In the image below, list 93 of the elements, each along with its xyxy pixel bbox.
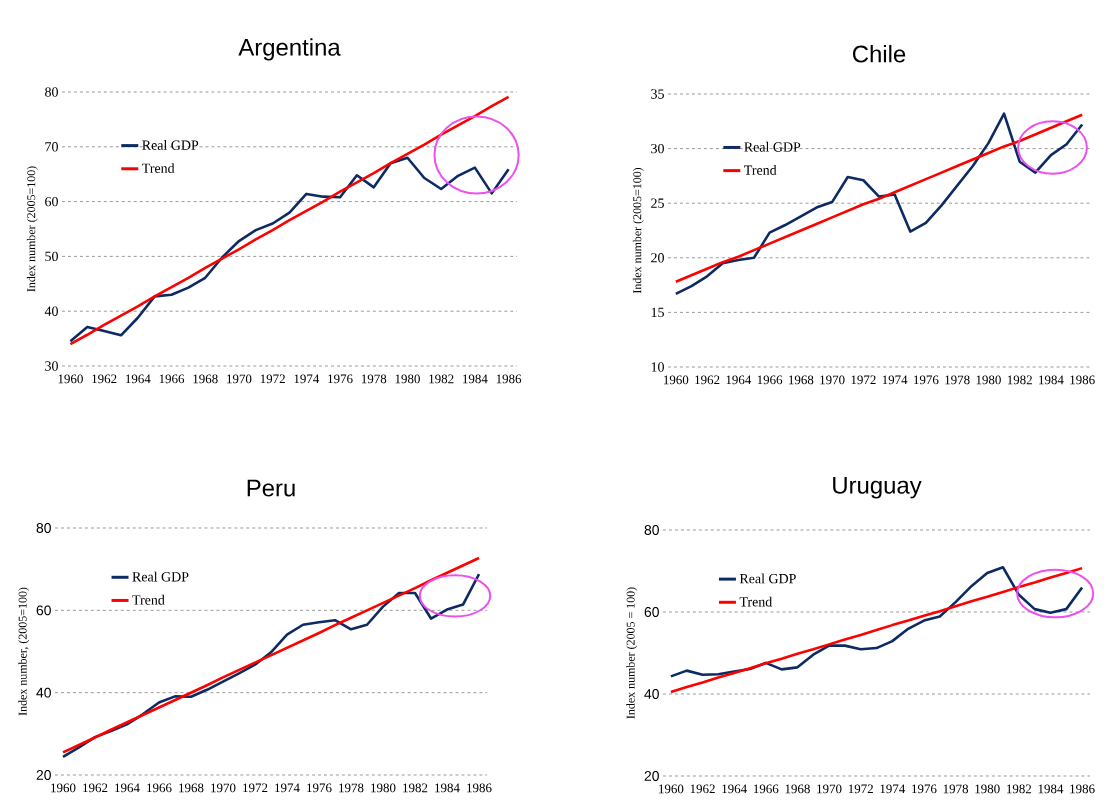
x-tick-label: 1978 xyxy=(945,375,970,385)
x-tick-label: 1964 xyxy=(126,374,151,384)
x-tick-label: 1978 xyxy=(943,784,969,794)
legend-label: Trend xyxy=(744,165,777,175)
x-tick-label: 1978 xyxy=(339,783,364,793)
chart-title: Argentina xyxy=(238,38,341,61)
x-tick-label: 1984 xyxy=(435,783,460,793)
y-tick-label: 80 xyxy=(36,523,51,533)
x-tick-label: 1982 xyxy=(429,374,454,384)
y-tick-label: 70 xyxy=(45,142,58,152)
x-tick-label: 1970 xyxy=(817,784,842,794)
y-tick-label: 60 xyxy=(45,196,58,207)
y-tick-label: 30 xyxy=(651,143,664,154)
x-tick-label: 1986 xyxy=(1070,375,1095,385)
x-tick-label: 1978 xyxy=(361,374,387,384)
legend-label: Trend xyxy=(739,596,773,607)
x-tick-label: 1962 xyxy=(690,784,715,794)
x-tick-label: 1984 xyxy=(1038,784,1064,794)
x-tick-label: 1972 xyxy=(848,784,873,794)
y-tick-label: 60 xyxy=(36,605,51,616)
y-tick-label: 30 xyxy=(45,361,58,371)
y-tick-label: 40 xyxy=(36,687,51,698)
x-tick-label: 1970 xyxy=(227,374,252,384)
x-tick-label: 1974 xyxy=(294,374,320,384)
chart-title: Peru xyxy=(247,479,295,497)
x-tick-label: 1966 xyxy=(159,374,185,384)
x-tick-label: 1966 xyxy=(147,783,172,793)
x-tick-label: 1962 xyxy=(695,375,720,385)
x-tick-label: 1976 xyxy=(328,374,353,384)
x-tick-label: 1980 xyxy=(371,783,396,793)
y-tick-label: 80 xyxy=(45,87,58,97)
x-tick-label: 1972 xyxy=(260,374,285,384)
x-tick-label: 1966 xyxy=(753,784,779,794)
x-tick-label: 1962 xyxy=(92,374,117,384)
x-tick-label: 1974 xyxy=(275,783,300,793)
line-series xyxy=(69,156,510,343)
x-tick-label: 1986 xyxy=(467,783,492,793)
y-tick-label: 35 xyxy=(651,89,664,99)
y-tick-label: 15 xyxy=(651,307,664,318)
x-tick-label: 1984 xyxy=(1039,375,1064,385)
legend-label: Real GDP xyxy=(739,573,796,584)
x-tick-label: 1968 xyxy=(789,375,814,385)
x-tick-label: 1960 xyxy=(659,784,684,794)
x-tick-label: 1960 xyxy=(51,783,76,793)
y-axis-title: Index number (2005 = 100) xyxy=(626,587,638,719)
y-tick-label: 80 xyxy=(644,525,659,535)
x-tick-label: 1982 xyxy=(403,783,428,793)
y-tick-label: 60 xyxy=(644,607,659,617)
x-tick-label: 1976 xyxy=(307,783,332,793)
x-tick-label: 1960 xyxy=(58,374,83,384)
x-tick-label: 1980 xyxy=(395,374,420,384)
x-tick-label: 1974 xyxy=(882,375,908,385)
y-tick-label: 20 xyxy=(36,770,51,780)
y-tick-label: 20 xyxy=(651,253,664,263)
x-tick-label: 1980 xyxy=(975,784,1000,794)
y-tick-label: 40 xyxy=(44,306,58,316)
x-tick-label: 1986 xyxy=(1070,784,1095,794)
y-axis-title: Index number (2005=100) xyxy=(26,166,38,292)
x-tick-label: 1976 xyxy=(912,784,937,794)
x-tick-label: 1968 xyxy=(179,783,204,793)
y-tick-label: 50 xyxy=(45,251,58,262)
legend-label: Real GDP xyxy=(744,141,801,152)
y-tick-label: 25 xyxy=(651,198,664,208)
x-tick-label: 1964 xyxy=(115,783,140,793)
x-tick-label: 1966 xyxy=(757,375,783,385)
x-tick-label: 1970 xyxy=(211,783,236,793)
chart-title: Chile xyxy=(852,44,906,63)
x-tick-label: 1960 xyxy=(664,375,689,385)
x-tick-label: 1972 xyxy=(851,375,876,385)
legend-label: Trend xyxy=(132,594,165,605)
x-tick-label: 1968 xyxy=(193,374,218,384)
x-tick-label: 1980 xyxy=(976,375,1001,385)
y-tick-label: 20 xyxy=(644,771,659,781)
x-tick-label: 1970 xyxy=(820,375,845,385)
x-tick-label: 1968 xyxy=(785,784,810,794)
x-tick-label: 1984 xyxy=(463,374,488,384)
y-axis-title: Index number, (2005=100) xyxy=(18,587,30,716)
x-tick-label: 1976 xyxy=(914,375,939,385)
legend-label: Real GDP xyxy=(142,140,199,150)
x-tick-label: 1962 xyxy=(83,783,108,793)
y-axis-title: Index number (2005=100) xyxy=(632,167,644,294)
x-tick-label: 1964 xyxy=(722,784,747,794)
chart-title: Uruguay xyxy=(833,477,922,499)
y-tick-label: 40 xyxy=(644,689,659,699)
x-tick-label: 1982 xyxy=(1007,784,1032,794)
legend-label: Trend xyxy=(142,163,175,173)
x-tick-label: 1972 xyxy=(243,783,268,793)
x-tick-label: 1986 xyxy=(496,374,522,384)
x-tick-label: 1964 xyxy=(726,375,752,385)
x-tick-label: 1974 xyxy=(880,784,906,794)
y-tick-label: 10 xyxy=(651,362,664,372)
legend-label: Real GDP xyxy=(132,571,189,582)
x-tick-label: 1982 xyxy=(1007,375,1032,385)
